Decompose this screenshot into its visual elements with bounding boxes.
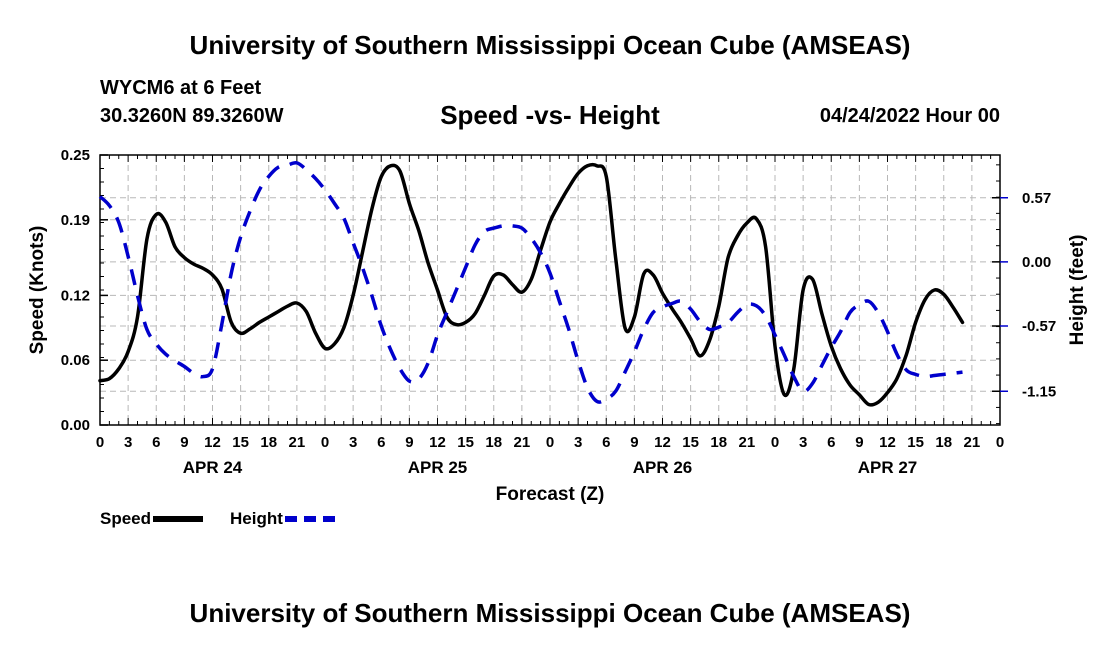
date-label: APR 26	[633, 458, 693, 477]
legend-speed-swatch	[153, 516, 204, 522]
date-label: APR 27	[858, 458, 918, 477]
date-label: APR 24	[183, 458, 243, 477]
y-axis-left-label: Speed (Knots)	[27, 226, 48, 355]
y-right-tick-label: -0.57	[1022, 318, 1056, 335]
forecast-datetime: 04/24/2022 Hour 00	[819, 105, 1000, 127]
x-tick-label: 0	[96, 434, 104, 451]
x-tick-label: 12	[204, 434, 221, 451]
x-tick-label: 12	[879, 434, 896, 451]
x-tick-label: 15	[682, 434, 699, 451]
grid-layer	[100, 155, 1000, 425]
x-tick-label: 0	[996, 434, 1004, 451]
x-tick-label: 3	[799, 434, 807, 451]
y-right-tick-label: 0.00	[1022, 254, 1051, 271]
x-tick-label: 18	[485, 434, 502, 451]
x-tick-label: 18	[710, 434, 727, 451]
axes-layer: 0 3 6 9 12 15 18 21 0 3 6 9 12 15 18 21 0 3 6 9 12 15 18 21 0 3 6 9…	[61, 147, 1056, 477]
x-tick-label: 12	[429, 434, 446, 451]
x-tick-label: 9	[405, 434, 413, 451]
y-right-tick-label: 0.57	[1022, 190, 1051, 207]
legend-speed-label: Speed	[100, 509, 152, 528]
x-tick-label: 3	[349, 434, 357, 451]
y-left-tick-label: 0.19	[61, 212, 90, 229]
y-left-tick-label: 0.25	[61, 147, 90, 164]
x-tick-label: 9	[180, 434, 188, 451]
x-axis-label: Forecast (Z)	[496, 484, 605, 505]
x-tick-label: 21	[289, 434, 306, 451]
chart-title: University of Southern Mississippi Ocean…	[189, 30, 911, 60]
x-tick-label: 21	[514, 434, 531, 451]
x-tick-label: 0	[321, 434, 329, 451]
date-label: APR 25	[408, 458, 468, 477]
legend-speed: Speed	[100, 509, 204, 529]
x-tick-label: 18	[260, 434, 277, 451]
speed-series-line	[98, 162, 965, 407]
x-tick-label: 0	[546, 434, 554, 451]
x-tick-label: 6	[377, 434, 385, 451]
legend-height: Height	[230, 509, 335, 529]
x-tick-label: 0	[771, 434, 779, 451]
x-tick-label: 21	[964, 434, 981, 451]
x-tick-label: 6	[827, 434, 835, 451]
x-tick-label: 12	[654, 434, 671, 451]
x-tick-label: 6	[602, 434, 610, 451]
x-tick-label: 15	[457, 434, 474, 451]
x-tick-label: 6	[152, 434, 160, 451]
x-tick-label: 3	[124, 434, 132, 451]
station-coordinates: 30.3260N 89.3260W	[100, 105, 284, 127]
footer-title: University of Southern Mississippi Ocean…	[189, 598, 911, 628]
x-tick-label: 15	[232, 434, 249, 451]
x-tick-label: 9	[855, 434, 863, 451]
y-left-tick-label: 0.00	[61, 417, 90, 434]
y-axis-right-label: Height (feet)	[1067, 235, 1088, 346]
x-tick-label: 9	[630, 434, 638, 451]
station-label: WYCM6 at 6 Feet	[100, 77, 262, 99]
x-tick-label: 21	[739, 434, 756, 451]
x-tick-label: 18	[935, 434, 952, 451]
y-left-tick-label: 0.06	[61, 352, 90, 369]
legend-height-swatch	[284, 516, 335, 522]
series-layer	[98, 160, 965, 407]
y-right-tick-label: -1.15	[1022, 383, 1056, 400]
x-tick-label: 3	[574, 434, 582, 451]
legend-height-label: Height	[230, 509, 283, 528]
x-tick-label: 15	[907, 434, 924, 451]
chart-subtitle: Speed -vs- Height	[440, 100, 660, 130]
y-left-tick-label: 0.12	[61, 287, 90, 304]
